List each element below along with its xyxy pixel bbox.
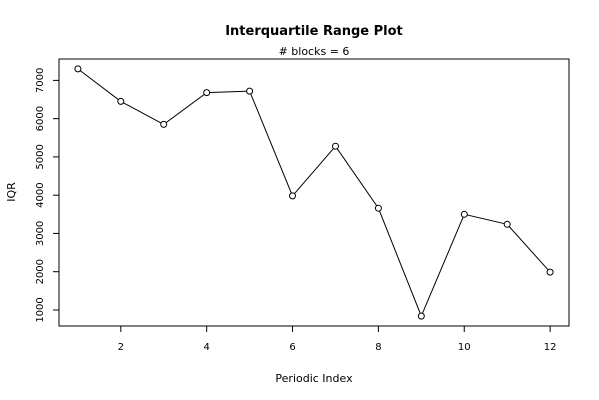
data-point [289,192,296,200]
data-point [503,220,511,228]
data-point [203,89,211,97]
plot-frame [58,58,570,327]
data-series [74,65,554,320]
x-tick-label: 10 [458,342,471,353]
x-tick-label: 4 [203,342,209,353]
y-tick-label: 5000 [35,144,46,169]
data-point [546,268,554,276]
y-tick-label: 6000 [35,106,46,131]
chart-subtitle: # blocks = 6 [279,45,350,58]
x-axis: 2 4 6 8 10 12 [118,326,557,353]
data-point [246,87,254,95]
data-point [417,312,425,320]
data-point [74,65,82,73]
y-tick-label: 2000 [35,259,46,284]
y-tick-label: 1000 [35,297,46,322]
y-axis: 1000 2000 3000 4000 5000 6000 7000 [35,68,59,323]
data-point [160,120,168,128]
x-axis-label: Periodic Index [275,372,353,385]
y-tick-label: 4000 [35,182,46,207]
x-tick-label: 2 [118,342,124,353]
y-tick-label: 3000 [35,221,46,246]
data-point [460,210,468,218]
data-point [117,97,125,105]
x-tick-label: 6 [289,342,295,353]
x-tick-label: 8 [375,342,381,353]
series-line [77,68,551,318]
y-tick-label: 7000 [35,68,46,93]
y-axis-label: IQR [5,182,18,202]
data-point [374,204,382,212]
chart-title: Interquartile Range Plot [225,24,403,39]
data-point [332,142,339,150]
x-tick-label: 12 [544,342,557,353]
